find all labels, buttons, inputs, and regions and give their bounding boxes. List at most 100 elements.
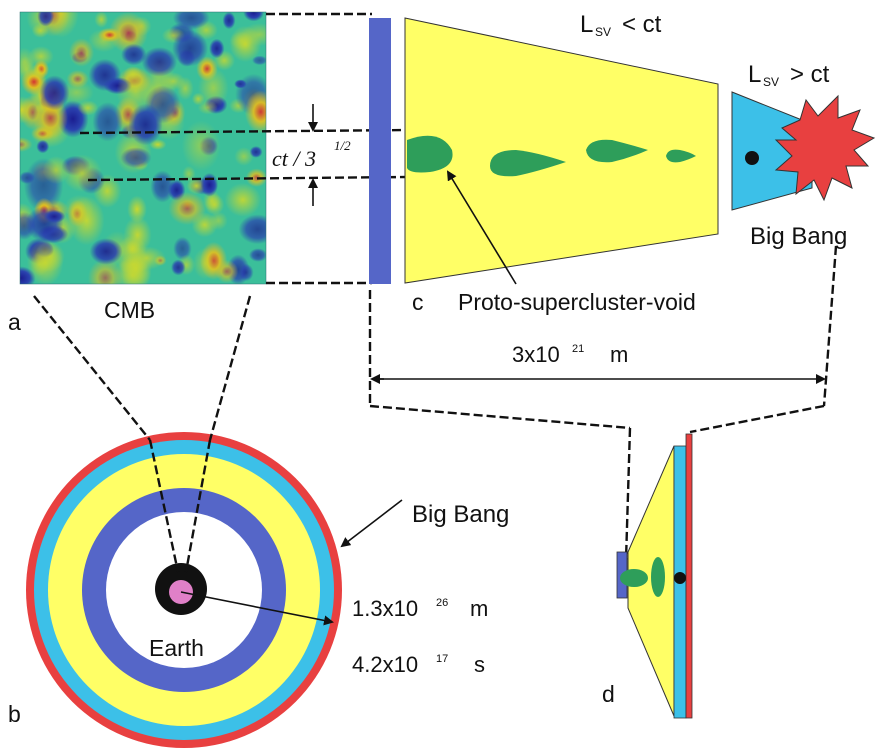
earth-label: Earth — [149, 635, 204, 661]
cone-line-right-upper — [208, 295, 252, 441]
side-big-bang-point — [674, 572, 686, 584]
cmb-map — [20, 12, 266, 284]
scale-line-upper — [79, 128, 409, 135]
radius-base: 1.3x10 — [352, 596, 418, 621]
cmb-label: CMB — [104, 297, 155, 323]
cmb-spot — [36, 139, 50, 154]
cmb-spot — [160, 72, 186, 91]
radius-arrow — [180, 591, 334, 626]
cmb-spot — [20, 171, 35, 185]
cmb-spot — [209, 211, 228, 231]
cmb-spot — [209, 38, 225, 59]
lsv-greater-L: L — [748, 61, 761, 88]
ct-exponent: 1/2 — [334, 138, 351, 153]
cmb-spot — [68, 38, 95, 67]
cmb-frame — [19, 11, 267, 285]
cmb-spot — [141, 47, 178, 77]
cmb-spot — [121, 43, 147, 66]
cmb-spot — [89, 238, 123, 265]
cmb-spot — [248, 248, 266, 262]
cmb-spot — [243, 12, 265, 22]
cmb-spot — [26, 239, 64, 284]
cmb-spot — [238, 214, 266, 245]
cmb-spot — [92, 102, 123, 142]
cmb-spot — [181, 120, 221, 172]
lsv-less-label: L SV < ct — [580, 11, 662, 39]
cmb-spot — [120, 147, 152, 169]
lsv-less-rel: < ct — [622, 11, 662, 38]
cmb-spot — [150, 170, 175, 203]
proto-label: Proto-supercluster-void — [458, 289, 696, 315]
big-bang-point — [745, 151, 759, 165]
distance-unit: m — [610, 342, 628, 367]
universe-rings — [26, 432, 342, 748]
panel-letter-b: b — [8, 701, 21, 727]
time-base: 4.2x10 — [352, 652, 418, 677]
lsv-less-sub: SV — [595, 25, 611, 39]
big-bang-star — [774, 94, 876, 202]
distance-base: 3x10 — [512, 342, 560, 367]
cmb-spot — [66, 69, 89, 89]
lsv-greater-rel: > ct — [790, 61, 830, 88]
cmb-spot — [197, 100, 218, 115]
cmb-spot — [77, 100, 99, 116]
cmb-spot — [127, 195, 147, 223]
time-unit: s — [474, 652, 485, 677]
cmb-spot — [244, 90, 266, 134]
cone-line-left-upper — [33, 295, 151, 441]
cmb-spot — [252, 55, 266, 66]
lsv-greater-label: L SV > ct — [748, 61, 830, 89]
time-exp: 17 — [436, 653, 448, 665]
side-view — [616, 433, 693, 719]
cmb-spot — [97, 27, 122, 43]
cmb-spot — [200, 172, 219, 197]
panel-letter-a: a — [8, 309, 21, 335]
radius-unit: m — [470, 596, 488, 621]
side-proto-2 — [651, 557, 665, 597]
cmb-spot — [123, 216, 152, 254]
cmb-spot — [193, 247, 218, 280]
cmb-spot — [224, 183, 262, 217]
cmb-spot — [215, 259, 239, 284]
scale-line-lower — [87, 175, 409, 182]
zoom-line-left-down — [624, 427, 632, 561]
cmb-spot — [171, 259, 186, 276]
distance-exp: 21 — [572, 343, 584, 355]
lsv-greater-sub: SV — [763, 75, 779, 89]
cmb-fluctuations — [20, 12, 266, 284]
cmb-spot — [245, 168, 266, 187]
cmb-spot — [39, 75, 70, 111]
proto-structure-1 — [407, 135, 453, 173]
panel-letter-c: c — [412, 289, 424, 315]
cmb-spot — [29, 64, 46, 81]
cmb-spot — [42, 156, 70, 185]
cmb-spot — [173, 236, 192, 261]
big-bang-label-b: Big Bang — [412, 501, 509, 528]
cmb-surface-bar — [369, 18, 391, 284]
cmb-spot — [172, 30, 209, 67]
cone-line-right-lower — [184, 439, 212, 573]
light-cone-trapezoid — [404, 17, 719, 284]
proto-structure-2 — [490, 150, 566, 177]
cmb-spot — [37, 12, 55, 27]
proto-structure-4 — [666, 149, 696, 163]
cmb-spot — [198, 67, 229, 109]
cmb-spot — [31, 126, 54, 142]
zoom-line-right — [689, 404, 825, 434]
lsv-less-L: L — [580, 11, 593, 38]
radius-exp: 26 — [436, 597, 448, 609]
bigbang-drop-line — [822, 245, 838, 407]
cmb-spot — [222, 12, 236, 30]
cmb-spot — [229, 25, 262, 63]
zoom-line-left — [369, 404, 631, 430]
early-universe-triangle — [731, 91, 813, 211]
big-bang-pointer — [340, 499, 403, 548]
cmb-spot — [172, 12, 210, 30]
cmb-spot — [62, 154, 102, 192]
cmb-spot — [234, 147, 254, 166]
proto-structure-3 — [586, 139, 648, 163]
cmb-spot — [238, 263, 254, 282]
cmb-spot — [64, 194, 94, 223]
cmb-spot — [94, 12, 109, 28]
